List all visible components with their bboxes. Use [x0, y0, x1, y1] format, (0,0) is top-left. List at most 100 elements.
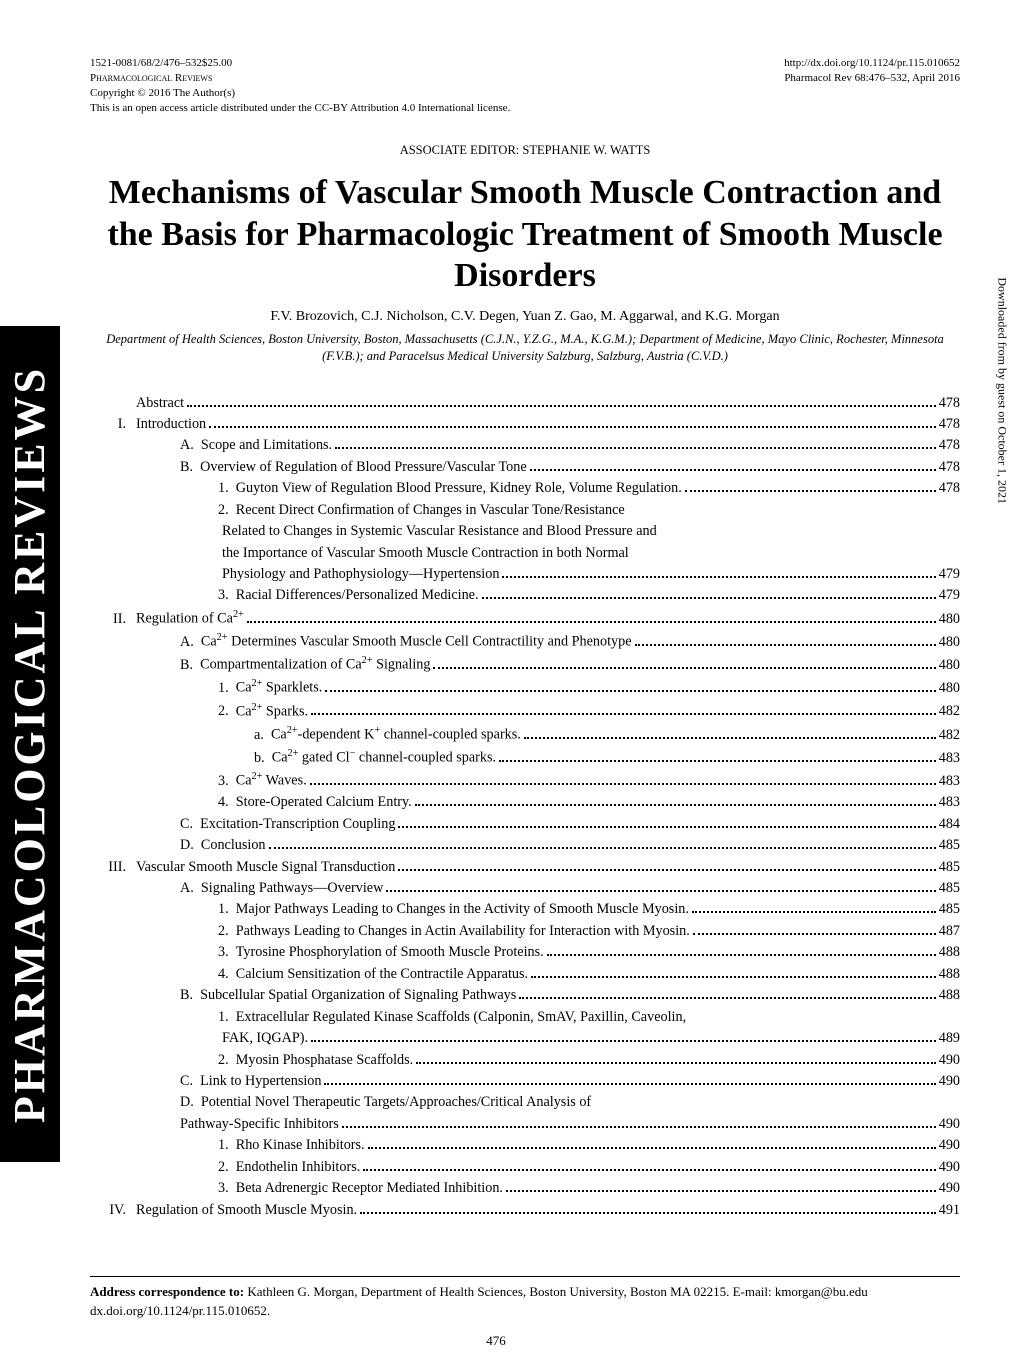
header-journal: Pharmacological Reviews	[90, 71, 510, 86]
toc-page: 487	[939, 921, 960, 942]
correspondence: Address correspondence to: Kathleen G. M…	[90, 1283, 960, 1302]
toc-text: Related to Changes in Systemic Vascular …	[222, 521, 657, 542]
toc-label: 2.	[218, 1157, 236, 1178]
toc-page: 479	[939, 585, 960, 606]
toc-page: 480	[939, 678, 960, 699]
toc-text: Major Pathways Leading to Changes in the…	[236, 899, 689, 920]
toc-page: 478	[939, 478, 960, 499]
toc-text: Tyrosine Phosphorylation of Smooth Muscl…	[236, 942, 544, 963]
toc-roman: III.	[90, 857, 126, 878]
toc-page: 488	[939, 964, 960, 985]
toc-page: 480	[939, 655, 960, 676]
toc-entry: C. Excitation-Transcription Coupling484	[90, 814, 960, 835]
toc-label: 3.	[218, 771, 236, 792]
toc-text: Ca2+ Sparks.	[236, 700, 308, 723]
toc-entry: B. Overview of Regulation of Blood Press…	[90, 457, 960, 478]
toc-text: Rho Kinase Inhibitors.	[236, 1135, 365, 1156]
toc-text: Ca2+ Sparklets.	[236, 676, 323, 699]
toc-label: 3.	[218, 585, 236, 606]
toc-text: Recent Direct Confirmation of Changes in…	[236, 500, 625, 521]
toc-label: 1.	[218, 1007, 236, 1028]
toc-page: 478	[939, 457, 960, 478]
toc-entry: C. Link to Hypertension 490	[90, 1071, 960, 1092]
toc-label: 1.	[218, 678, 236, 699]
toc-text: Regulation of Smooth Muscle Myosin.	[136, 1200, 357, 1221]
journal-sidebar-text: PHARMACOLOGICAL REVIEWS	[5, 365, 56, 1122]
toc-text: Racial Differences/Personalized Medicine…	[236, 585, 479, 606]
page-content: 1521-0081/68/2/476–532$25.00 Pharmacolog…	[90, 0, 960, 1221]
toc-text: Myosin Phosphatase Scaffolds.	[236, 1050, 413, 1071]
header-copyright: Copyright © 2016 The Author(s)	[90, 86, 510, 101]
authors: F.V. Brozovich, C.J. Nicholson, C.V. Deg…	[90, 309, 960, 325]
toc-text: the Importance of Vascular Smooth Muscle…	[222, 543, 629, 564]
toc-label: A.	[180, 632, 201, 653]
toc-text: Extracellular Regulated Kinase Scaffolds…	[236, 1007, 686, 1028]
table-of-contents: Abstract478I.Introduction478A. Scope and…	[90, 393, 960, 1222]
toc-entry: 1. Guyton View of Regulation Blood Press…	[90, 478, 960, 499]
toc-entry-continuation: FAK, IQGAP). 489	[90, 1028, 960, 1049]
toc-page: 488	[939, 942, 960, 963]
toc-entry: 3. Ca2+ Waves. 483	[90, 769, 960, 792]
toc-entry: 3. Beta Adrenergic Receptor Mediated Inh…	[90, 1178, 960, 1199]
header-issn: 1521-0081/68/2/476–532$25.00	[90, 56, 510, 71]
toc-label: 2.	[218, 500, 236, 521]
toc-entry: III. Vascular Smooth Muscle Signal Transd…	[90, 857, 960, 878]
toc-page: 490	[939, 1135, 960, 1156]
toc-text: Link to Hypertension	[200, 1071, 321, 1092]
page-number: 476	[0, 1333, 992, 1349]
toc-text: Scope and Limitations.	[201, 435, 332, 456]
toc-entry-continuation: Pathway-Specific Inhibitors490	[90, 1114, 960, 1135]
toc-text: Excitation-Transcription Coupling	[200, 814, 395, 835]
journal-sidebar: PHARMACOLOGICAL REVIEWS	[0, 326, 60, 1162]
toc-label: D.	[180, 1092, 201, 1113]
toc-text: Endothelin Inhibitors.	[236, 1157, 361, 1178]
toc-text: Guyton View of Regulation Blood Pressure…	[236, 478, 682, 499]
correspondence-text: Kathleen G. Morgan, Department of Health…	[244, 1284, 868, 1299]
toc-label: D.	[180, 835, 201, 856]
download-note: Downloaded from by guest on October 1, 2…	[995, 277, 1010, 504]
associate-editor: ASSOCIATE EDITOR: STEPHANIE W. WATTS	[90, 143, 960, 158]
toc-entry: 2. Recent Direct Confirmation of Changes…	[90, 500, 960, 521]
toc-page: 490	[939, 1071, 960, 1092]
footer: Address correspondence to: Kathleen G. M…	[90, 1276, 960, 1321]
toc-roman: II.	[90, 609, 126, 630]
toc-page: 483	[939, 792, 960, 813]
toc-text: Pathways Leading to Changes in Actin Ava…	[236, 921, 690, 942]
toc-text: Abstract	[136, 393, 184, 414]
toc-entry: A. Signaling Pathways—Overview485	[90, 878, 960, 899]
toc-page: 491	[939, 1200, 960, 1221]
toc-page: 490	[939, 1114, 960, 1135]
toc-entry: 4. Calcium Sensitization of the Contract…	[90, 964, 960, 985]
toc-text: Introduction	[136, 414, 206, 435]
correspondence-label: Address correspondence to:	[90, 1284, 244, 1299]
toc-entry: IV.Regulation of Smooth Muscle Myosin.49…	[90, 1200, 960, 1221]
toc-entry: 1. Rho Kinase Inhibitors. 490	[90, 1135, 960, 1156]
toc-page: 489	[939, 1028, 960, 1049]
toc-entry: 2. Ca2+ Sparks.482	[90, 700, 960, 723]
toc-entry: Abstract478	[90, 393, 960, 414]
toc-text: FAK, IQGAP).	[222, 1028, 308, 1049]
toc-text: Physiology and Pathophysiology—Hypertens…	[222, 564, 499, 585]
toc-page: 485	[939, 857, 960, 878]
toc-text: Ca2+ Waves.	[236, 769, 307, 792]
toc-page: 488	[939, 985, 960, 1006]
toc-page: 480	[939, 609, 960, 630]
toc-label: C.	[180, 1071, 200, 1092]
header-license: This is an open access article distribut…	[90, 101, 510, 116]
toc-page: 485	[939, 835, 960, 856]
toc-roman: I.	[90, 414, 126, 435]
toc-label: b.	[254, 748, 272, 769]
toc-entry: B. Subcellular Spatial Organization of S…	[90, 985, 960, 1006]
toc-page: 485	[939, 878, 960, 899]
toc-page: 483	[939, 771, 960, 792]
toc-entry: 3. Tyrosine Phosphorylation of Smooth Mu…	[90, 942, 960, 963]
toc-label: B.	[180, 655, 200, 676]
toc-label: 4.	[218, 964, 236, 985]
toc-page: 483	[939, 748, 960, 769]
footer-doi: dx.doi.org/10.1124/pr.115.010652.	[90, 1302, 960, 1321]
toc-entry: I.Introduction478	[90, 414, 960, 435]
toc-text: Calcium Sensitization of the Contractile…	[236, 964, 528, 985]
toc-text: Vascular Smooth Muscle Signal Transducti…	[136, 857, 395, 878]
toc-label: 1.	[218, 1135, 236, 1156]
toc-entry: 2. Myosin Phosphatase Scaffolds.490	[90, 1050, 960, 1071]
